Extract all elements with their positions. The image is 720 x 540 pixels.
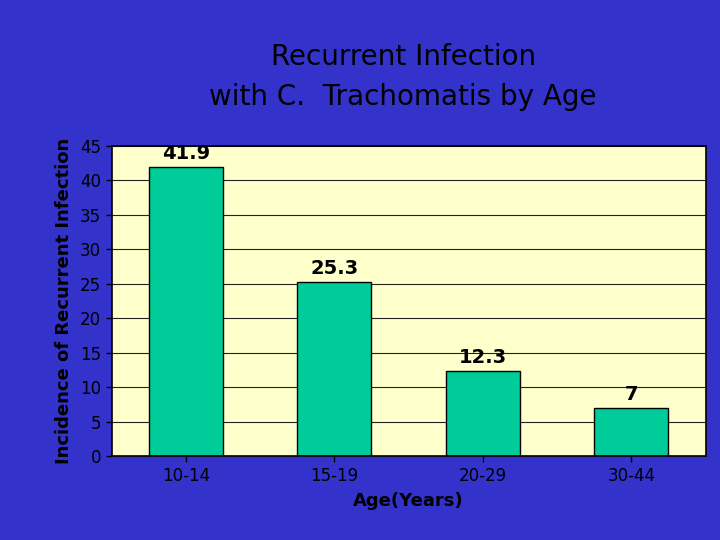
Text: 7: 7: [625, 385, 638, 404]
Text: Recurrent Infection: Recurrent Infection: [271, 43, 536, 71]
Text: with C.  Trachomatis by Age: with C. Trachomatis by Age: [210, 83, 597, 111]
Text: 25.3: 25.3: [310, 259, 359, 278]
X-axis label: Age(Years): Age(Years): [354, 491, 464, 510]
Bar: [594, 408, 668, 456]
Bar: [297, 282, 372, 456]
Bar: [149, 167, 223, 456]
Text: 12.3: 12.3: [459, 348, 507, 367]
Text: 41.9: 41.9: [162, 144, 210, 163]
Bar: [446, 372, 520, 456]
Y-axis label: Incidence of Recurrent Infection: Incidence of Recurrent Infection: [55, 138, 73, 464]
